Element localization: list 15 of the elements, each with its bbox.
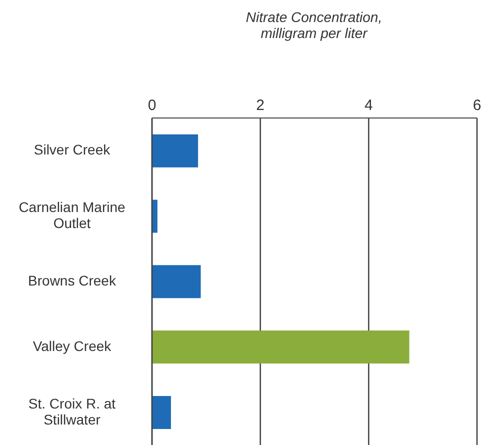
y-tick-label: Carnelian Marine Outlet [18, 198, 126, 231]
x-tick-label: 6 [472, 97, 482, 114]
y-tick-label: Silver Creek [34, 141, 112, 158]
bar [152, 200, 158, 233]
bar [152, 265, 201, 298]
y-tick-label: St. Croix R. at Stillwater [28, 395, 116, 428]
bar [152, 396, 171, 429]
x-tick-label: 4 [364, 97, 373, 114]
bar [152, 330, 410, 364]
y-tick-label: Browns Creek [28, 272, 117, 288]
x-tick-label: 0 [148, 97, 156, 114]
x-tick-label: 2 [256, 97, 265, 114]
bar [152, 134, 198, 168]
x-axis-title: Nitrate Concentration, milligram per liter [246, 9, 382, 41]
y-tick-label: Valley Creek [32, 338, 112, 354]
